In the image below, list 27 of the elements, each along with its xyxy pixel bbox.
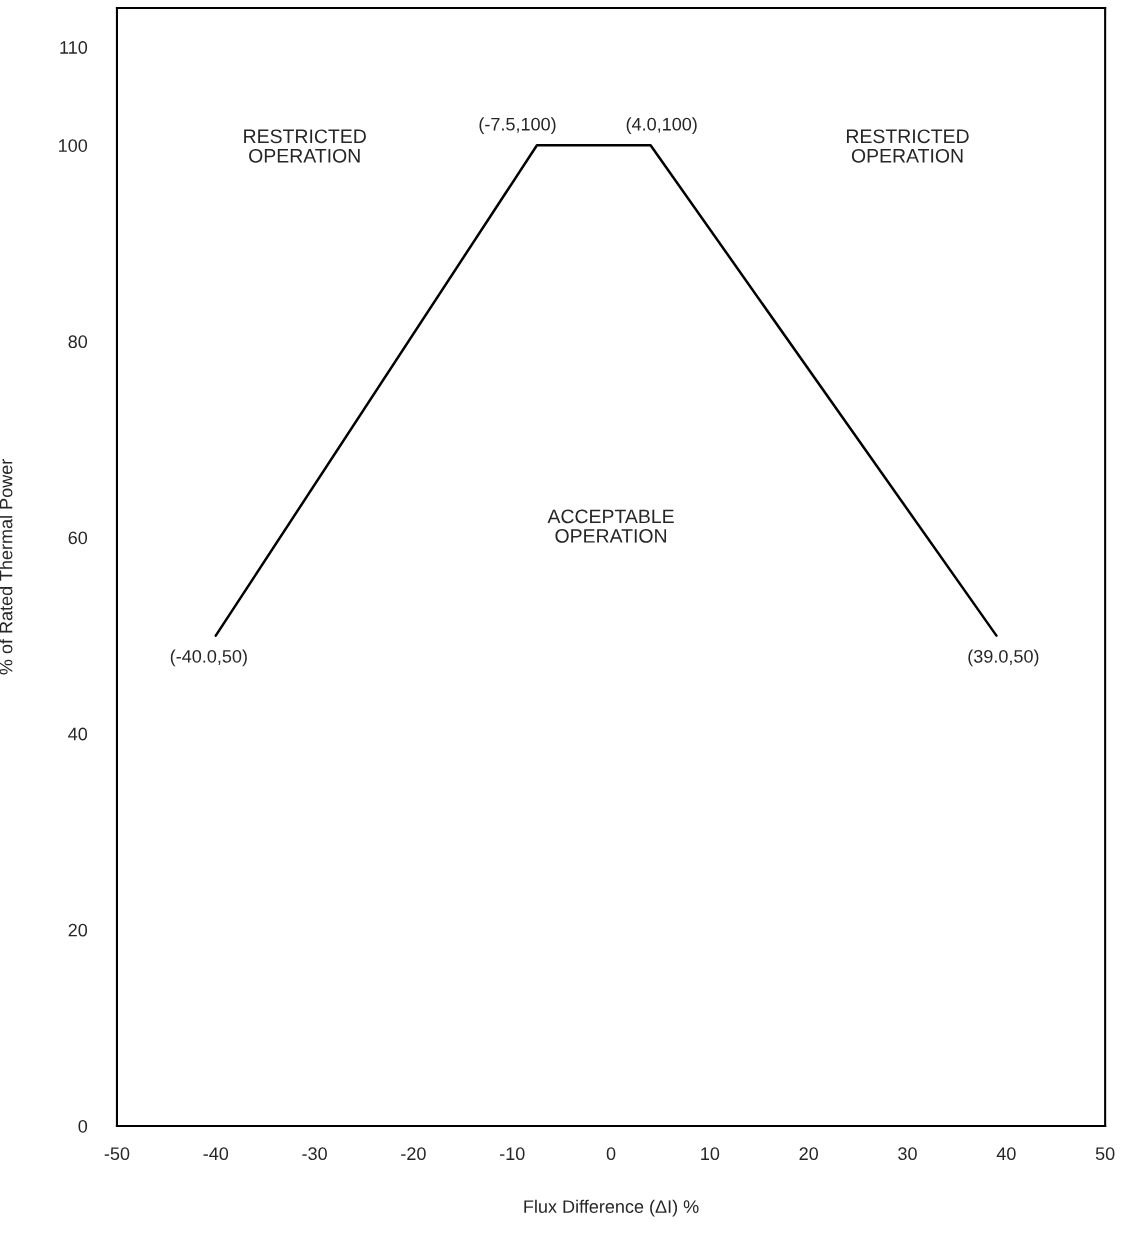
y-tick-label: 100: [59, 139, 88, 152]
x-tick-label: 0: [606, 1147, 616, 1161]
x-tick-label: 30: [898, 1147, 917, 1161]
x-tick-label: -50: [104, 1147, 130, 1161]
annotation: (-40.0,50): [170, 649, 247, 667]
y-tick-label: 40: [68, 727, 88, 741]
x-tick-label: 50: [1095, 1147, 1115, 1161]
x-tick-label: -40: [203, 1147, 229, 1161]
annotation: RESTRICTED OPERATION: [846, 129, 969, 163]
annotation: (4.0,100): [626, 117, 697, 135]
annotation: RESTRICTED OPERATION: [244, 129, 366, 163]
y-tick-label: 60: [68, 531, 88, 545]
annotation: ACCEPTABLE OPERATION: [547, 509, 674, 543]
y-axis-title: % of Rated Thermal Power: [0, 459, 13, 675]
x-tick-label: 20: [799, 1147, 819, 1161]
y-tick-label: 110: [60, 41, 88, 54]
x-tick-label: -10: [499, 1147, 525, 1161]
x-tick-label: 10: [701, 1147, 720, 1161]
annotation: (-7.5,100): [479, 117, 556, 135]
y-tick-label: 80: [68, 335, 88, 349]
x-tick-label: 40: [996, 1147, 1016, 1161]
annotation: (39.0,50): [968, 649, 1039, 667]
x-axis-title: Flux Difference (ΔI) %: [524, 1199, 699, 1217]
x-tick-label: -30: [302, 1147, 327, 1161]
y-tick-label: 20: [68, 923, 88, 937]
x-tick-label: -20: [401, 1147, 426, 1161]
y-tick-label: 0: [78, 1119, 88, 1133]
